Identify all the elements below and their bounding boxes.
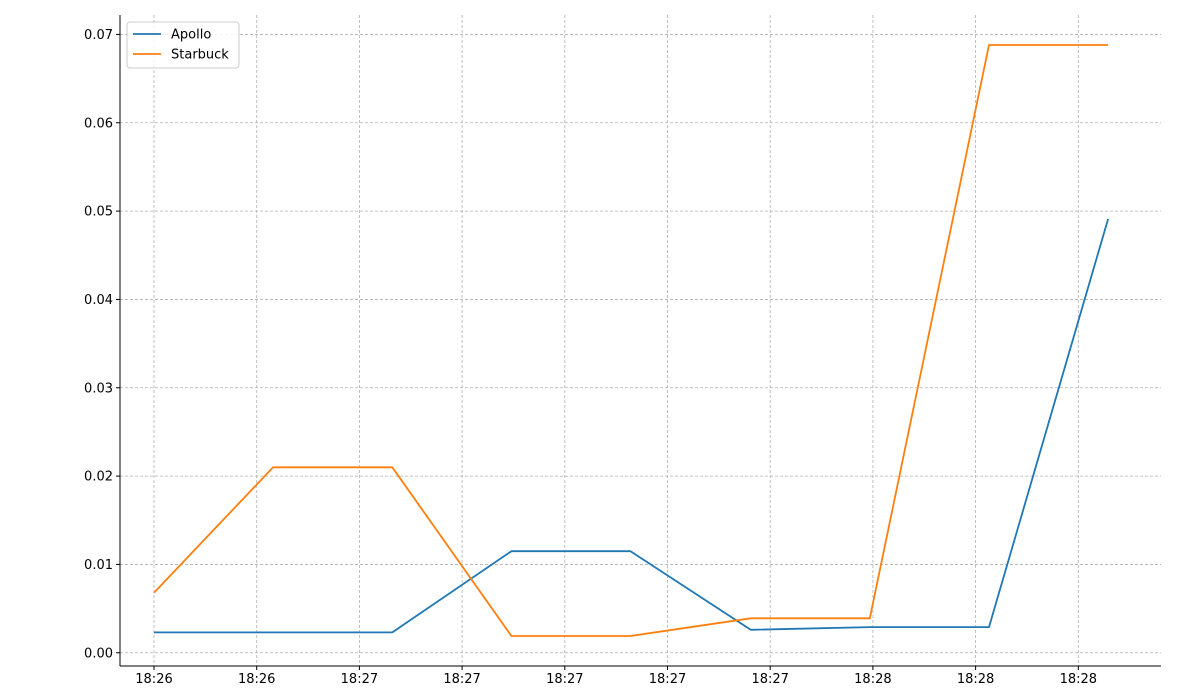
x-tick-label: 18:28 xyxy=(1060,672,1097,687)
x-tick-label: 18:28 xyxy=(957,672,994,687)
x-tick-label: 18:26 xyxy=(135,672,172,687)
y-tick-label: 0.02 xyxy=(84,470,113,485)
series-lines xyxy=(153,44,1109,637)
x-tick-label: 18:27 xyxy=(751,672,788,687)
series-line-apollo xyxy=(154,218,1109,634)
x-tick-label: 18:27 xyxy=(546,672,583,687)
grid xyxy=(120,15,1161,666)
series-line-starbuck xyxy=(153,44,1109,637)
y-tick-label: 0.01 xyxy=(84,558,113,573)
y-tick-label: 0.06 xyxy=(84,116,113,131)
x-tick-label: 18:27 xyxy=(649,672,686,687)
x-tick-label: 18:26 xyxy=(238,672,275,687)
x-tick-label: 18:27 xyxy=(443,672,480,687)
y-tick-label: 0.03 xyxy=(84,381,113,396)
y-tick-label: 0.07 xyxy=(84,28,113,43)
legend: Apollo Starbuck xyxy=(126,21,240,69)
legend-label-starbuck: Starbuck xyxy=(171,48,229,63)
legend-label-apollo: Apollo xyxy=(171,28,211,43)
y-tick-label: 0.00 xyxy=(84,646,113,661)
axes xyxy=(119,15,1161,667)
ticks: 18:26 18:26 18:27 18:27 18:27 18:27 18:27 18:28… xyxy=(84,28,1097,687)
x-tick-label: 18:27 xyxy=(341,672,378,687)
x-tick-label: 18:28 xyxy=(854,672,891,687)
y-tick-label: 0.04 xyxy=(84,293,113,308)
y-tick-label: 0.05 xyxy=(84,205,113,220)
